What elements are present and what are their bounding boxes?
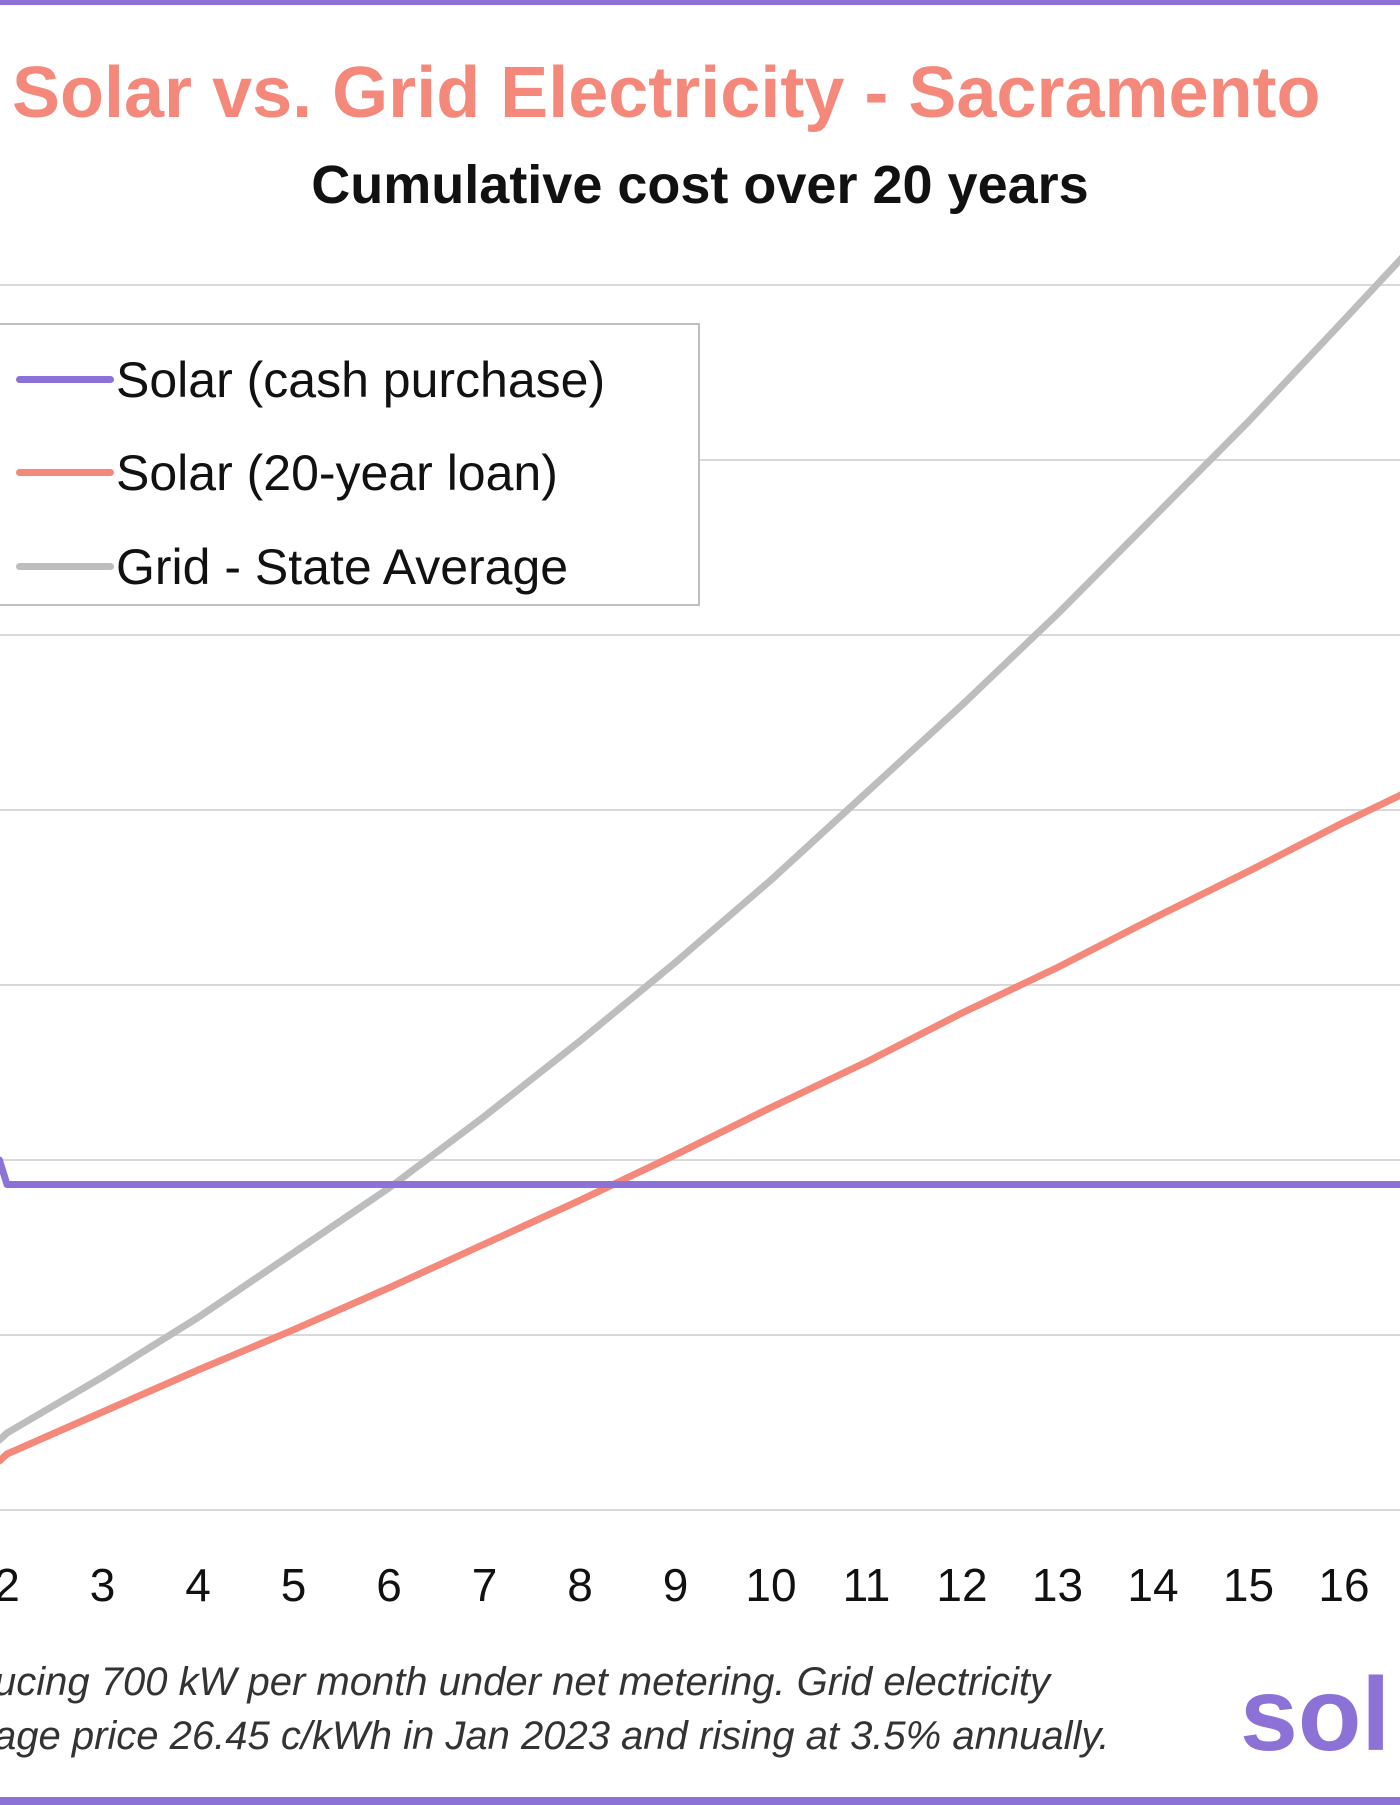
footnote-line-2: age price 26.45 c/kWh in Jan 2023 and ri… (0, 1714, 1110, 1758)
footnote-line-1: ucing 700 kW per month under net meterin… (0, 1660, 1051, 1704)
legend-label-solar-loan: Solar (20-year loan) (116, 445, 558, 501)
legend-label-solar-cash: Solar (cash purchase) (116, 352, 606, 408)
x-tick-label: 12 (936, 1559, 987, 1611)
bottom-accent-bar (0, 1797, 1400, 1805)
series-line-solar-20-year-loan (0, 791, 1400, 1465)
series-line-solar-cash-purchase (0, 1156, 1400, 1188)
x-tick-label: 14 (1127, 1559, 1178, 1611)
chart-legend: Solar (cash purchase) Solar (20-year loa… (0, 323, 700, 606)
x-axis-tick-labels: 2 3 4 5 6 7 8 9 10 11 12 13 14 15 16 (0, 1559, 1370, 1611)
x-tick-label: 8 (567, 1559, 593, 1611)
legend-swatch-solar-loan (16, 469, 114, 476)
legend-swatch-solar-cash (16, 376, 114, 383)
x-tick-label: 9 (663, 1559, 689, 1611)
chart-title: Solar vs. Grid Electricity - Sacramento (12, 53, 1321, 133)
series-line-grid-state-average (0, 254, 1400, 1444)
x-tick-label: 15 (1223, 1559, 1274, 1611)
x-tick-label: 13 (1032, 1559, 1083, 1611)
top-accent-bar (0, 0, 1400, 5)
x-tick-label: 2 (0, 1559, 20, 1611)
brand-logo: sol (1240, 1657, 1391, 1773)
x-tick-label: 10 (745, 1559, 796, 1611)
x-tick-label: 6 (376, 1559, 402, 1611)
chart-footnote: ucing 700 kW per month under net meterin… (0, 1655, 1194, 1763)
legend-swatch-grid (16, 563, 114, 570)
x-tick-label: 4 (185, 1559, 211, 1611)
legend-label-grid: Grid - State Average (116, 539, 569, 595)
legend-item-solar-loan: Solar (20-year loan) (0, 443, 698, 503)
legend-item-grid: Grid - State Average (0, 537, 698, 597)
chart-subtitle: Cumulative cost over 20 years (311, 155, 1089, 215)
x-tick-label: 3 (90, 1559, 116, 1611)
x-tick-label: 7 (472, 1559, 498, 1611)
series-lines (0, 254, 1400, 1465)
x-tick-label: 5 (281, 1559, 307, 1611)
legend-item-solar-cash: Solar (cash purchase) (0, 350, 698, 410)
x-tick-label: 16 (1318, 1559, 1369, 1611)
x-tick-label: 11 (843, 1559, 891, 1611)
